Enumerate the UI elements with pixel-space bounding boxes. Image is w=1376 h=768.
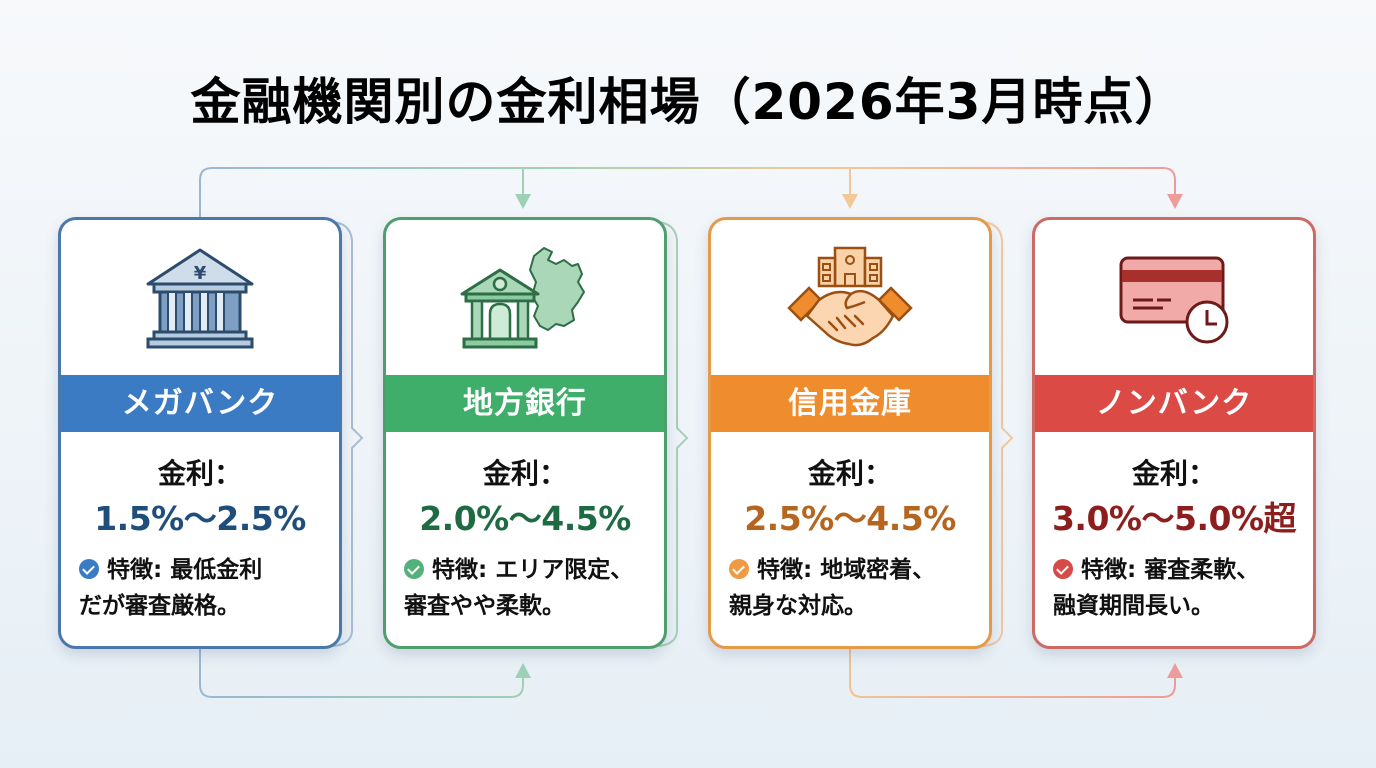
rate-label: 金利：: [482, 457, 567, 490]
rate-range: 2.0%〜4.5%: [419, 499, 631, 538]
icon-container: [1035, 220, 1313, 375]
svg-text:¥: ¥: [194, 263, 207, 284]
page-title: 金融機関別の金利相場（2026年3月時点）: [190, 73, 1186, 131]
feature-line-1: 特徴: 地域密着、: [757, 557, 936, 583]
rate-range: 2.5%〜4.5%: [744, 499, 956, 538]
icon-container: ¥: [61, 220, 339, 375]
credit-card-clock-icon: [1119, 256, 1229, 343]
rate-range: 3.0%〜5.0%超: [1051, 499, 1297, 538]
rate-label: 金利：: [157, 457, 242, 490]
icon-container: [386, 220, 664, 375]
category-header: 地方銀行: [386, 375, 664, 432]
feature-line-1: 特徴: エリア限定、: [432, 557, 634, 583]
feature-line-2: 親身な対応。: [729, 593, 867, 619]
rate-label: 金利：: [807, 457, 892, 490]
card-nonbank: ノンバンク 金利： 3.0%〜5.0%超 特徴: 審査柔軟、 融資期間長い。: [1032, 217, 1316, 649]
arrow-up-icon: [515, 663, 531, 678]
feature-text: 特徴: 最低金利 だが審査厳格。: [79, 552, 329, 624]
rate-label: 金利：: [1131, 457, 1216, 490]
card-regional-bank: 地方銀行 金利： 2.0%〜4.5% 特徴: エリア限定、 審査やや柔軟。: [383, 217, 667, 649]
regional-bank-map-icon: [460, 246, 585, 348]
handshake-building-icon: [787, 246, 913, 346]
category-header: ノンバンク: [1035, 375, 1313, 432]
feature-line-2: だが審査厳格。: [79, 593, 240, 619]
feature-text: 特徴: エリア限定、 審査やや柔軟。: [404, 552, 654, 624]
check-circle-icon: [1053, 559, 1073, 579]
icon-container: [711, 220, 989, 375]
arrow-up-icon: [1167, 663, 1183, 678]
card-megabank: ¥ メガバンク 金利： 1.5%〜2.5% 特徴: 最低金利 だが審査厳格。: [58, 217, 342, 649]
category-header: 信用金庫: [711, 375, 989, 432]
feature-text: 特徴: 審査柔軟、 融資期間長い。: [1053, 552, 1303, 624]
check-circle-icon: [404, 559, 424, 579]
bank-yen-icon: ¥: [146, 248, 254, 348]
feature-line-1: 特徴: 最低金利: [107, 557, 263, 583]
card-shinkin-bank: 信用金庫 金利： 2.5%〜4.5% 特徴: 地域密着、 親身な対応。: [708, 217, 992, 649]
category-header: メガバンク: [61, 375, 339, 432]
arrow-down-icon: [842, 194, 858, 209]
rate-range: 1.5%〜2.5%: [94, 499, 306, 538]
feature-line-2: 融資期間長い。: [1053, 593, 1214, 619]
feature-line-2: 審査やや柔軟。: [404, 593, 565, 619]
feature-line-1: 特徴: 審査柔軟、: [1081, 557, 1260, 583]
arrow-down-icon: [515, 194, 531, 209]
arrow-down-icon: [1167, 194, 1183, 209]
feature-text: 特徴: 地域密着、 親身な対応。: [729, 552, 979, 624]
check-circle-icon: [729, 559, 749, 579]
check-circle-icon: [79, 559, 99, 579]
